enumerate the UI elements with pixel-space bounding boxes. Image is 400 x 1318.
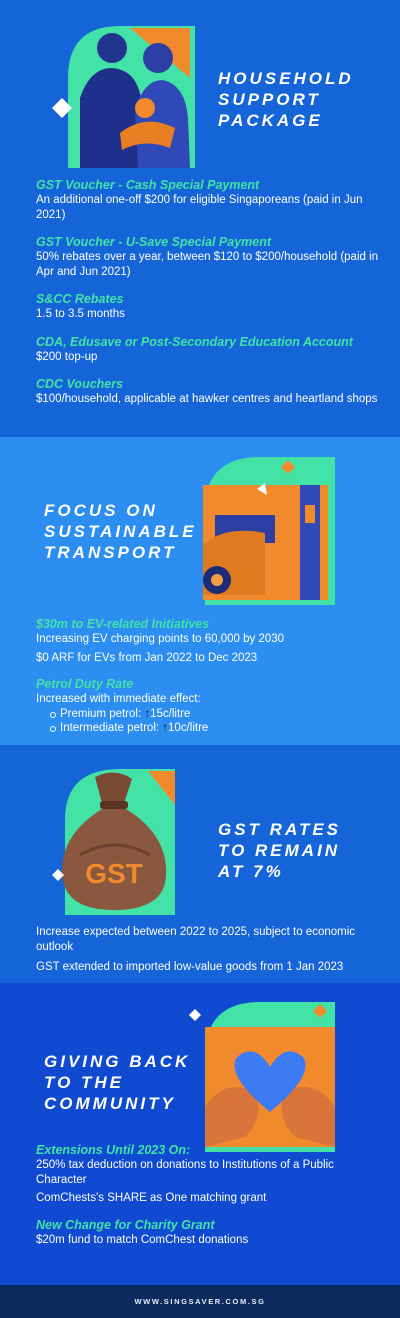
gst-section: GST GST RATES TO REMAIN AT 7% Increase e…: [0, 745, 400, 983]
community-items: Extensions Until 2023 On: 250% tax deduc…: [36, 1143, 380, 1251]
petrol-title: Petrol Duty Rate: [36, 677, 134, 691]
list-item: S&CC Rebates 1.5 to 3.5 months: [36, 292, 125, 320]
transport-section: FOCUS ON SUSTAINABLE TRANSPORT $30m to E…: [0, 437, 400, 745]
gst-line: GST extended to imported low-value goods…: [36, 961, 344, 973]
household-items: GST Voucher - Cash Special Payment An ad…: [36, 178, 380, 420]
transport-heading: FOCUS ON SUSTAINABLE TRANSPORT: [44, 501, 197, 562]
extension-line: 250% tax deduction on donations to Insti…: [36, 1159, 334, 1186]
money-bag-illustration: GST: [52, 769, 175, 915]
website-link[interactable]: WWW.SINGSAVER.COM.SG: [134, 1297, 266, 1306]
extension-line: ComChests's SHARE as One matching grant: [36, 1192, 267, 1204]
list-item: Premium petrol: ↑15c/litre: [50, 707, 380, 722]
family-illustration: [52, 26, 195, 168]
list-item: Intermediate petrol: ↑10c/litre: [50, 721, 380, 736]
list-item: GST Voucher - U-Save Special Payment 50%…: [36, 235, 379, 278]
community-section: GIVING BACK TO THE COMMUNITY Extensions …: [0, 983, 400, 1285]
gst-heading: GST RATES TO REMAIN AT 7%: [218, 820, 342, 881]
gst-bag-label: GST: [85, 858, 143, 889]
heart-hands-illustration: [189, 1002, 335, 1152]
extensions-title: Extensions Until 2023 On:: [36, 1143, 191, 1157]
ev-line: $0 ARF for EVs from Jan 2022 to Dec 2023: [36, 651, 258, 664]
ev-title: $30m to EV-related Initiatives: [36, 617, 210, 631]
ev-charging-illustration: [203, 457, 335, 605]
charity-grant-text: $20m fund to match ComChest donations: [36, 1233, 249, 1246]
list-item: GST Voucher - Cash Special Payment An ad…: [36, 178, 363, 221]
ev-line: Increasing EV charging points to 60,000 …: [36, 633, 285, 645]
household-heading: HOUSEHOLD SUPPORT PACKAGE: [218, 69, 354, 130]
charity-grant-title: New Change for Charity Grant: [36, 1217, 215, 1232]
gst-items: Increase expected between 2022 to 2025, …: [36, 925, 380, 979]
gst-line: Increase expected between 2022 to 2025, …: [36, 926, 356, 953]
household-support-section: HOUSEHOLD SUPPORT PACKAGE GST Voucher - …: [0, 0, 400, 437]
transport-items: $30m to EV-related Initiatives Increasin…: [36, 617, 380, 736]
community-heading: GIVING BACK TO THE COMMUNITY: [44, 1052, 191, 1113]
petrol-list: Premium petrol: ↑15c/litre Intermediate …: [36, 707, 380, 736]
petrol-intro: Increased with immediate effect:: [36, 693, 201, 705]
arrow-up-icon: ↑: [144, 707, 151, 720]
footer: WWW.SINGSAVER.COM.SG: [0, 1285, 400, 1318]
list-item: CDA, Edusave or Post-Secondary Education…: [36, 334, 353, 363]
list-item: CDC Vouchers $100/household, applicable …: [36, 377, 378, 405]
arrow-up-icon: ↑: [162, 722, 169, 734]
